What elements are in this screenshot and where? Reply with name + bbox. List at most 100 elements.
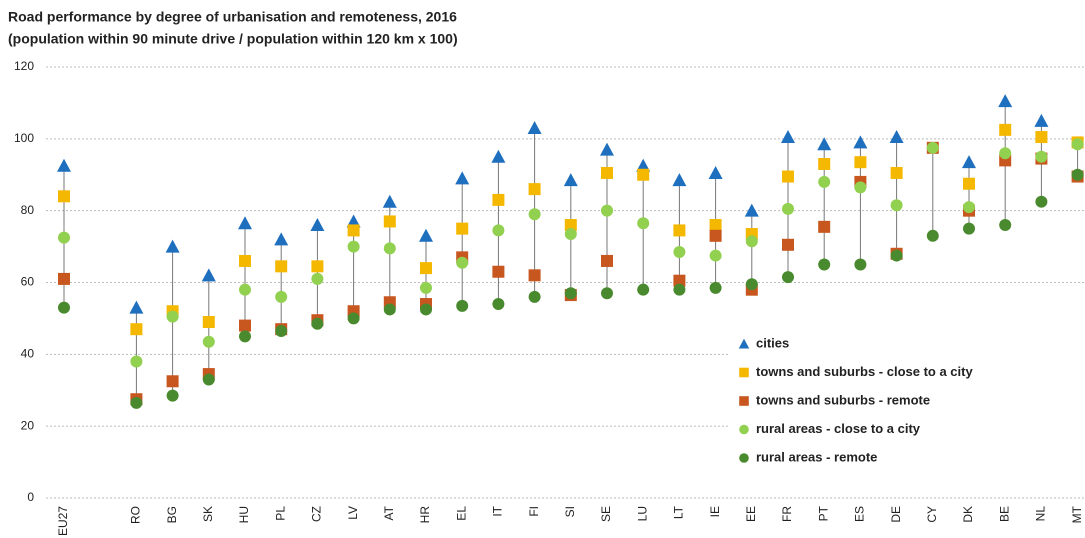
marker-triangle: [563, 173, 578, 187]
x-tick-label: MT: [1070, 505, 1084, 523]
chart-title: Road performance by degree of urbanisati…: [8, 9, 457, 25]
marker-circle: [58, 301, 70, 314]
marker-circle: [739, 424, 749, 435]
marker-circle: [420, 281, 432, 294]
x-tick-label: BE: [997, 506, 1011, 522]
x-tick-label: ES: [853, 506, 867, 522]
marker-circle: [782, 202, 794, 215]
y-tick-label: 60: [21, 275, 35, 289]
x-tick-label: CZ: [310, 506, 324, 522]
marker-circle: [456, 256, 469, 269]
marker-square: [420, 262, 432, 275]
legend-item: cities: [738, 335, 789, 350]
marker-circle: [311, 317, 324, 330]
x-tick-label: LU: [635, 506, 649, 521]
x-tick-label: LV: [346, 506, 360, 520]
marker-square: [492, 265, 505, 278]
marker-circle: [637, 283, 650, 296]
marker-circle: [239, 283, 251, 296]
marker-triangle: [201, 268, 216, 282]
marker-circle: [963, 201, 975, 214]
x-tick-label: PL: [273, 506, 287, 521]
marker-triangle: [744, 203, 759, 217]
x-tick-label: BG: [165, 506, 179, 523]
marker-triangle: [672, 173, 687, 187]
marker-triangle: [527, 121, 542, 135]
marker-circle: [601, 287, 613, 300]
marker-square: [637, 168, 650, 181]
x-tick-label: SE: [599, 506, 613, 522]
marker-triangle: [600, 142, 614, 156]
marker-square: [673, 224, 686, 237]
x-tick-label: FR: [780, 506, 794, 522]
marker-circle: [1035, 150, 1048, 163]
marker-circle: [383, 242, 396, 255]
marker-circle: [637, 217, 650, 230]
marker-square: [601, 254, 613, 267]
marker-triangle: [310, 218, 325, 232]
y-tick-label: 100: [14, 131, 34, 145]
marker-square: [999, 123, 1012, 136]
marker-circle: [564, 287, 577, 300]
x-tick-label: DE: [889, 506, 903, 523]
x-tick-label: DK: [961, 506, 975, 523]
marker-circle: [528, 290, 541, 303]
x-tick-label: EE: [744, 506, 758, 522]
marker-square: [782, 238, 794, 251]
marker-circle: [311, 272, 324, 285]
marker-circle: [456, 299, 469, 312]
marker-square: [383, 215, 396, 228]
marker-circle: [745, 235, 758, 248]
marker-circle: [739, 453, 749, 463]
marker-square: [1035, 131, 1048, 144]
marker-circle: [347, 312, 360, 325]
marker-triangle: [738, 338, 750, 349]
marker-circle: [564, 228, 577, 241]
marker-triangle: [346, 214, 361, 228]
marker-square: [275, 260, 288, 273]
marker-square: [818, 220, 831, 233]
marker-square: [564, 219, 577, 232]
x-tick-label: PT: [816, 505, 830, 521]
marker-square: [528, 183, 541, 196]
marker-circle: [890, 249, 903, 262]
legend-label: towns and suburbs - remote: [756, 392, 930, 407]
marker-triangle: [781, 130, 795, 144]
marker-circle: [709, 281, 722, 294]
marker-square: [818, 157, 831, 170]
marker-triangle: [491, 149, 506, 163]
marker-triangle: [455, 171, 470, 185]
marker-square: [347, 224, 360, 237]
marker-circle: [275, 290, 288, 303]
marker-square: [58, 272, 70, 285]
marker-square: [202, 316, 215, 329]
marker-triangle: [57, 158, 71, 172]
y-tick-label: 0: [27, 490, 34, 504]
legend-label: rural areas - remote: [756, 449, 877, 464]
marker-triangle: [165, 239, 180, 253]
marker-square: [456, 222, 469, 235]
marker-square: [130, 323, 143, 336]
marker-circle: [492, 298, 505, 311]
marker-circle: [782, 271, 794, 284]
marker-circle: [1071, 168, 1084, 181]
marker-square: [311, 260, 324, 273]
x-tick-label: EL: [454, 506, 468, 521]
marker-square: [166, 375, 179, 388]
marker-circle: [999, 147, 1012, 160]
marker-circle: [745, 278, 758, 291]
marker-square: [601, 166, 613, 179]
marker-circle: [890, 199, 903, 212]
legend-item: rural areas - remote: [739, 449, 877, 464]
marker-circle: [130, 355, 143, 368]
marker-circle: [383, 303, 396, 316]
chart-subtitle: (population within 90 minute drive / pop…: [8, 31, 458, 47]
y-tick-label: 20: [21, 418, 35, 432]
marker-triangle: [962, 155, 976, 169]
marker-circle: [58, 231, 70, 244]
legend-item: towns and suburbs - close to a city: [739, 364, 973, 379]
marker-circle: [347, 240, 360, 253]
marker-circle: [239, 330, 251, 343]
legend-label: towns and suburbs - close to a city: [756, 364, 973, 379]
marker-square: [709, 219, 722, 232]
